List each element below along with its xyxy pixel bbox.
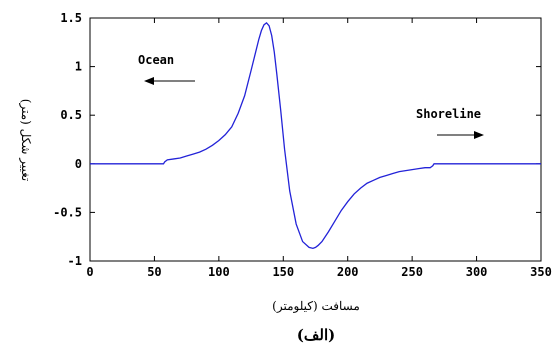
x-tick-label: 300 (466, 265, 488, 279)
x-tick-label: 250 (401, 265, 423, 279)
y-tick-label: -0.5 (53, 205, 82, 219)
x-tick-label: 0 (86, 265, 93, 279)
shoreline-annotation-label: Shoreline (416, 107, 481, 121)
ocean-arrow (144, 77, 195, 85)
x-tick-label: 350 (530, 265, 552, 279)
plot-area-frame (89, 17, 542, 262)
x-tick-label: 50 (147, 265, 161, 279)
y-tick-label: -1 (68, 254, 82, 268)
ocean-annotation-label: Ocean (138, 53, 174, 67)
panel-label: (الف) (297, 326, 335, 344)
x-axis-title: مسافت (کیلومتر) (272, 299, 360, 313)
y-tick-label: 0 (75, 157, 82, 171)
y-tick-label: 0.5 (60, 108, 82, 122)
deformation-series-line (90, 21, 541, 250)
x-tick-label: 100 (208, 265, 230, 279)
y-axis-title: تغییر شکل (متر) (19, 99, 33, 181)
y-tick-label: 1.5 (60, 11, 82, 25)
axis-tick-labels: 0 50 100 150 200 250 300 350 -1 -0.5 0 0.5 1 1.5 (53, 11, 552, 279)
shoreline-arrow (437, 131, 484, 139)
x-tick-label: 200 (337, 265, 359, 279)
x-tick-label: 150 (272, 265, 294, 279)
y-tick-label: 1 (75, 60, 82, 74)
